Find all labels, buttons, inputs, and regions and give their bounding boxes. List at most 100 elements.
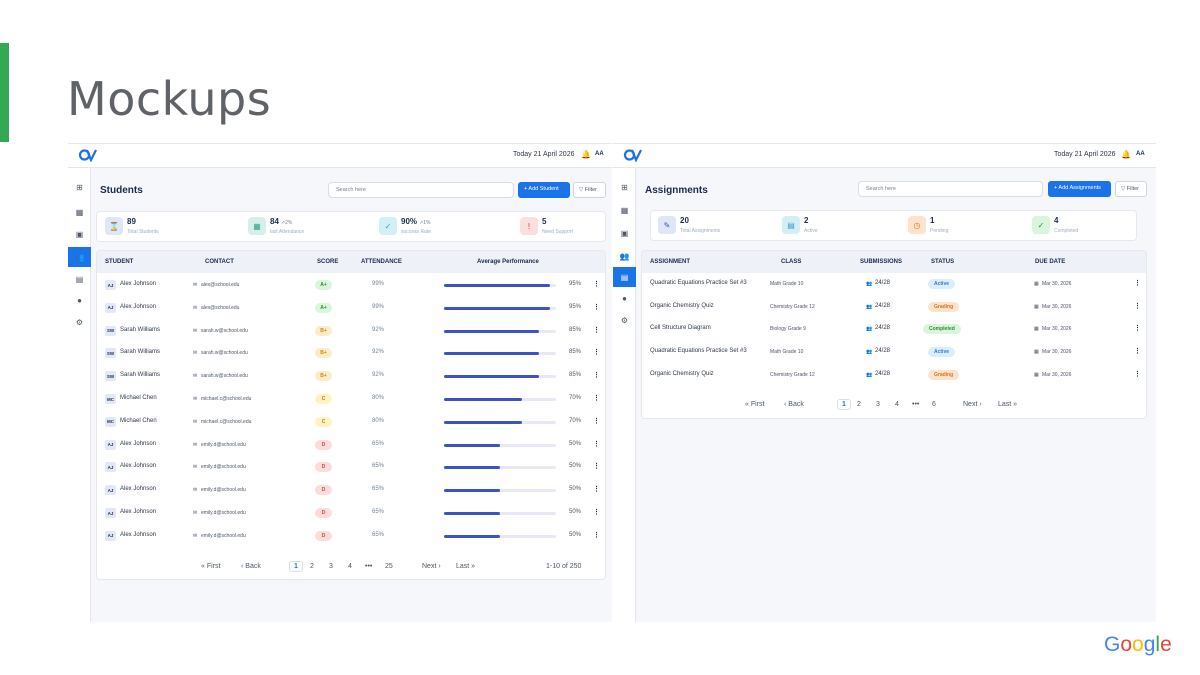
table-row[interactable]: SW Sarah Williams ✉ sarah.w@school.edu B+ 92%… — [97, 365, 605, 388]
table-row[interactable]: Cell Structure Diagram Biology Grade 9 👥 24… — [642, 318, 1146, 341]
more-options-icon[interactable]: ⋮ — [593, 281, 600, 288]
student-name[interactable]: Sarah Williams — [120, 349, 161, 356]
table-row[interactable]: AJ Alex Johnson ✉ emily.d@school.edu D 65% 50%… — [97, 479, 605, 502]
student-email[interactable]: michael.c@school.edu — [201, 418, 252, 425]
more-options-icon[interactable]: ⋮ — [593, 395, 600, 402]
settings-icon[interactable]: ⚙ — [75, 317, 84, 327]
page-button[interactable]: 25 — [385, 563, 393, 570]
student-email[interactable]: sarah.w@school.edu — [201, 350, 248, 357]
filter-button[interactable]: ▽ Filter — [1115, 181, 1147, 197]
more-options-icon[interactable]: ⋮ — [593, 486, 600, 494]
briefcase-icon[interactable]: ▣ — [620, 228, 629, 238]
pagination-back-button[interactable]: ‹ Back — [241, 563, 261, 570]
page-button[interactable]: 2 — [310, 563, 314, 570]
pagination-first-button[interactable]: « First — [745, 401, 765, 408]
table-row[interactable]: AJ Alex Johnson ✉ emily.d@school.edu D 65% 50%… — [97, 525, 605, 548]
more-options-icon[interactable]: ⋮ — [593, 326, 600, 334]
bell-icon[interactable]: 🔔 — [1121, 150, 1131, 159]
dashboard-icon[interactable]: ▦ — [620, 205, 629, 215]
student-email[interactable]: emily.d@school.edu — [201, 441, 246, 448]
table-row[interactable]: SW Sarah Williams ✉ sarah.w@school.edu B+ 92%… — [97, 342, 605, 365]
more-options-icon[interactable]: ⋮ — [593, 372, 600, 380]
page-button[interactable]: 3 — [876, 401, 880, 408]
more-options-icon[interactable]: ⋮ — [593, 463, 600, 471]
table-row[interactable]: Quadratic Equations Practice Set #3 Math … — [642, 273, 1146, 296]
pagination-next-button[interactable]: Next › — [963, 401, 982, 408]
filter-button[interactable]: ▽ Filter — [573, 182, 606, 198]
student-email[interactable]: emily.d@school.edu — [201, 464, 246, 471]
assignment-name[interactable]: Organic Chemistry Quiz — [650, 302, 714, 309]
student-name[interactable]: Alex Johnson — [120, 463, 157, 470]
page-button[interactable]: 1 — [289, 561, 303, 572]
more-options-icon[interactable]: ⋮ — [593, 440, 600, 448]
student-email[interactable]: michael.c@school.edu — [201, 396, 252, 402]
assignment-name[interactable]: Organic Chemistry Quiz — [650, 370, 714, 377]
student-email[interactable]: emily.d@school.edu — [201, 532, 246, 539]
pagination-last-button[interactable]: Last » — [998, 401, 1018, 408]
student-email[interactable]: emily.d@school.edu — [201, 510, 246, 516]
more-options-icon[interactable]: ⋮ — [1134, 348, 1141, 356]
assignment-name[interactable]: Quadratic Equations Practice Set #3 — [650, 280, 747, 286]
table-row[interactable]: SW Sarah Williams ✉ sarah.w@school.edu B+ 92%… — [97, 320, 605, 343]
add-square-icon[interactable]: ⊞ — [76, 182, 83, 192]
add-student-button[interactable]: + Add Student — [518, 182, 570, 198]
student-email[interactable]: sarah.w@school.edu — [201, 373, 248, 380]
student-email[interactable]: sarah.w@school.edu — [201, 327, 248, 334]
student-email[interactable]: alex@school.edu — [201, 304, 240, 311]
more-options-icon[interactable]: ⋮ — [1134, 325, 1141, 333]
student-email[interactable]: alex@school.edu — [201, 282, 240, 288]
pagination-first-button[interactable]: « First — [201, 563, 221, 570]
pagination-last-button[interactable]: Last » — [456, 563, 476, 570]
page-button[interactable]: 4 — [895, 401, 899, 408]
page-button[interactable]: 3 — [329, 563, 333, 570]
users-icon[interactable]: 👥 — [68, 247, 91, 267]
table-icon[interactable]: ▤ — [75, 274, 84, 284]
more-options-icon[interactable]: ⋮ — [1134, 280, 1141, 287]
clock-icon[interactable]: ● — [77, 295, 82, 305]
page-button[interactable]: 6 — [932, 401, 936, 408]
more-options-icon[interactable]: ⋮ — [1134, 302, 1141, 310]
student-name[interactable]: Alex Johnson — [120, 281, 157, 287]
user-avatar[interactable]: AA — [1136, 151, 1145, 157]
pagination-next-button[interactable]: Next › — [422, 563, 441, 570]
add-square-icon[interactable]: ⊞ — [621, 182, 628, 192]
table-row[interactable]: AJ Alex Johnson ✉ emily.d@school.edu D 65% 50%… — [97, 502, 605, 525]
table-row[interactable]: Quadratic Equations Practice Set #3 Math … — [642, 341, 1146, 364]
student-name[interactable]: Sarah Williams — [120, 372, 161, 379]
briefcase-icon[interactable]: ▣ — [75, 229, 84, 239]
student-name[interactable]: Alex Johnson — [120, 531, 157, 538]
student-name[interactable]: Alex Johnson — [120, 486, 157, 493]
page-button[interactable]: ••• — [912, 401, 920, 408]
more-options-icon[interactable]: ⋮ — [593, 303, 600, 311]
student-name[interactable]: Sarah Williams — [120, 326, 161, 333]
table-icon[interactable]: ▤ — [613, 267, 636, 287]
table-row[interactable]: AJ Alex Johnson ✉ emily.d@school.edu D 65% 50%… — [97, 456, 605, 479]
page-button[interactable]: 1 — [837, 399, 851, 410]
student-name[interactable]: Michael Chen — [120, 395, 157, 401]
bell-icon[interactable]: 🔔 — [581, 150, 591, 159]
more-options-icon[interactable]: ⋮ — [593, 531, 600, 539]
user-avatar[interactable]: AA — [595, 151, 604, 157]
clock-icon[interactable]: ● — [622, 293, 627, 303]
page-button[interactable]: ••• — [365, 563, 373, 570]
search-input[interactable]: Search here — [328, 182, 514, 198]
student-email[interactable]: emily.d@school.edu — [201, 487, 246, 494]
settings-icon[interactable]: ⚙ — [620, 315, 629, 325]
table-row[interactable]: AJ Alex Johnson ✉ alex@school.edu A+ 99% 95% ⋮ — [97, 274, 605, 297]
student-name[interactable]: Alex Johnson — [120, 440, 157, 447]
dashboard-icon[interactable]: ▦ — [75, 207, 84, 217]
student-name[interactable]: Alex Johnson — [120, 509, 157, 515]
assignment-name[interactable]: Quadratic Equations Practice Set #3 — [650, 348, 747, 355]
table-row[interactable]: AJ Alex Johnson ✉ emily.d@school.edu D 65% 50%… — [97, 434, 605, 457]
more-options-icon[interactable]: ⋮ — [593, 417, 600, 425]
users-icon[interactable]: 👥 — [619, 251, 630, 261]
add-assignments-button[interactable]: + Add Assignments — [1048, 181, 1111, 197]
assignment-name[interactable]: Cell Structure Diagram — [650, 325, 711, 332]
table-row[interactable]: Organic Chemistry Quiz Chemistry Grade 12… — [642, 364, 1146, 387]
pagination-back-button[interactable]: ‹ Back — [784, 401, 804, 408]
table-row[interactable]: Organic Chemistry Quiz Chemistry Grade 12… — [642, 296, 1146, 319]
more-options-icon[interactable]: ⋮ — [593, 509, 600, 516]
student-name[interactable]: Alex Johnson — [120, 303, 157, 310]
search-input[interactable]: Search here — [858, 181, 1043, 197]
table-row[interactable]: MC Michael Chen ✉ michael.c@school.edu C 80% 7… — [97, 411, 605, 434]
